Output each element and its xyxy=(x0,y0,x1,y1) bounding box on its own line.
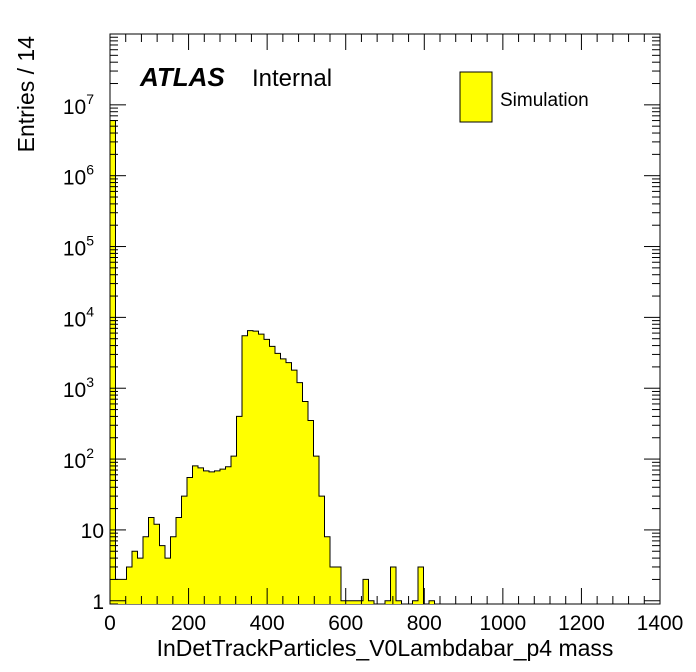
histogram-bar xyxy=(187,477,193,604)
x-tick-label: 800 xyxy=(407,612,442,635)
histogram-bar xyxy=(390,566,396,604)
legend: Simulation xyxy=(459,71,589,123)
y-tick-label: 102 xyxy=(63,445,94,473)
histogram-bar xyxy=(308,420,314,604)
histogram-bar xyxy=(330,566,336,604)
x-axis-label: InDetTrackParticles_V0Lambdabar_p4 mass xyxy=(157,635,614,661)
y-tick-label: 107 xyxy=(63,91,94,119)
histogram-bar xyxy=(269,346,275,604)
histogram-bar xyxy=(264,339,270,604)
histogram-bar xyxy=(412,600,418,604)
histogram-bar xyxy=(209,471,215,604)
histogram-bar xyxy=(110,120,116,604)
legend-swatch xyxy=(459,71,493,123)
legend-label: Simulation xyxy=(500,90,589,111)
y-tick-label: 105 xyxy=(63,233,94,261)
histogram-bar xyxy=(324,536,330,604)
x-tick-labels: 0 200 400 600 800 1000 1200 1400 xyxy=(104,612,683,635)
histogram-bar xyxy=(280,358,286,604)
atlas-label: ATLAS xyxy=(139,62,225,92)
histogram-bar xyxy=(165,558,171,604)
histogram-bar xyxy=(198,467,204,604)
y-tick-label: 1 xyxy=(92,591,104,614)
x-tick-label: 1000 xyxy=(479,612,526,635)
histogram-bar xyxy=(176,517,182,604)
histogram-bar xyxy=(253,331,259,604)
histogram-bar xyxy=(170,536,176,604)
y-tick-label: 106 xyxy=(63,162,94,190)
histogram-bar xyxy=(148,517,154,604)
histogram-bar xyxy=(132,551,138,604)
histogram-bar xyxy=(214,470,220,604)
histogram-bar xyxy=(302,401,308,604)
histogram-bar xyxy=(126,566,132,604)
y-tick-labels: 1 10 102 103 104 105 106 107 xyxy=(63,91,104,614)
histogram-bar xyxy=(121,579,127,604)
histogram-outline xyxy=(109,120,440,605)
histogram-bars xyxy=(109,120,440,605)
histogram-bar xyxy=(313,456,319,604)
y-tick-label: 104 xyxy=(63,303,94,331)
histogram-bar xyxy=(220,469,226,604)
histogram-bar xyxy=(247,330,253,604)
x-tick-label: 0 xyxy=(104,612,116,635)
histogram-bar xyxy=(385,600,391,604)
x-tick-label: 600 xyxy=(328,612,363,635)
histogram-bar xyxy=(346,600,352,604)
histogram-bar xyxy=(143,536,149,604)
x-tick-label: 1400 xyxy=(637,612,684,635)
histogram-bar xyxy=(297,382,303,604)
histogram-bar xyxy=(203,470,209,604)
histogram-bar xyxy=(429,600,435,604)
axis-ticks xyxy=(109,33,661,605)
histogram-bar xyxy=(357,600,363,604)
x-tick-label: 200 xyxy=(171,612,206,635)
histogram-bar xyxy=(192,465,198,604)
x-tick-label: 1200 xyxy=(558,612,605,635)
histogram-bar xyxy=(341,600,347,604)
y-tick-label: 10 xyxy=(81,520,104,543)
histogram-bar xyxy=(231,456,237,604)
histogram-bar xyxy=(154,524,160,604)
histogram-bar xyxy=(242,335,248,604)
y-tick-label: 103 xyxy=(63,374,94,402)
histogram-bar xyxy=(368,600,374,604)
histogram-bar xyxy=(115,579,121,604)
histogram-bar xyxy=(225,466,231,604)
histogram-bar xyxy=(236,416,242,604)
histogram-bar xyxy=(159,545,165,604)
atlas-sublabel: Internal xyxy=(252,65,332,92)
histogram-bar xyxy=(258,334,264,604)
histogram-bar xyxy=(396,600,402,604)
histogram-bar xyxy=(181,496,187,604)
histogram-bar xyxy=(363,579,369,604)
histogram-bar xyxy=(352,600,358,604)
histogram-bar xyxy=(418,566,424,604)
x-tick-label: 400 xyxy=(250,612,285,635)
histogram-bar xyxy=(275,353,281,604)
histogram-bar xyxy=(335,566,341,604)
histogram-bar xyxy=(291,370,297,604)
histogram-bar xyxy=(319,496,325,604)
histogram-bar xyxy=(286,362,292,604)
histogram-bar xyxy=(137,558,143,604)
y-axis-label: Entries / 14 xyxy=(13,36,39,153)
